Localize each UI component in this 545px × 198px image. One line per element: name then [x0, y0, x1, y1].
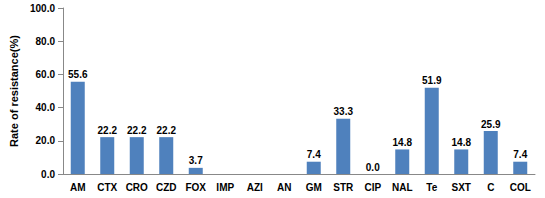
svg-text:AN: AN	[277, 182, 291, 193]
svg-text:GM: GM	[306, 182, 322, 193]
svg-text:7.4: 7.4	[513, 149, 527, 160]
svg-text:FOX: FOX	[185, 182, 206, 193]
svg-text:55.6: 55.6	[68, 69, 88, 80]
svg-text:25.9: 25.9	[481, 119, 501, 130]
svg-text:7.4: 7.4	[307, 149, 321, 160]
svg-text:SXT: SXT	[452, 182, 471, 193]
svg-text:22.2: 22.2	[127, 125, 147, 136]
svg-text:40.0: 40.0	[36, 102, 56, 113]
svg-text:80.0: 80.0	[36, 36, 56, 47]
svg-text:IMP: IMP	[216, 182, 234, 193]
svg-text:22.2: 22.2	[98, 125, 118, 136]
svg-text:CZD: CZD	[156, 182, 177, 193]
svg-text:20.0: 20.0	[36, 135, 56, 146]
svg-text:C: C	[487, 182, 494, 193]
svg-text:CIP: CIP	[364, 182, 381, 193]
svg-text:Te: Te	[426, 182, 437, 193]
svg-text:100.0: 100.0	[30, 3, 55, 14]
svg-text:51.9: 51.9	[422, 75, 442, 86]
svg-text:22.2: 22.2	[157, 125, 177, 136]
svg-text:CTX: CTX	[97, 182, 117, 193]
svg-text:STR: STR	[333, 182, 354, 193]
svg-text:14.8: 14.8	[393, 137, 413, 148]
svg-text:14.8: 14.8	[452, 137, 472, 148]
svg-text:CRO: CRO	[126, 182, 148, 193]
svg-text:NAL: NAL	[392, 182, 413, 193]
svg-text:33.3: 33.3	[334, 106, 354, 117]
svg-text:60.0: 60.0	[36, 69, 56, 80]
svg-text:3.7: 3.7	[189, 155, 203, 166]
svg-text:0.0: 0.0	[366, 162, 380, 173]
svg-text:0.0: 0.0	[41, 169, 55, 180]
svg-text:COL: COL	[510, 182, 531, 193]
svg-text:Rate of resistance(%): Rate of resistance(%)	[8, 35, 20, 147]
svg-text:AZI: AZI	[247, 182, 263, 193]
svg-text:AM: AM	[70, 182, 86, 193]
